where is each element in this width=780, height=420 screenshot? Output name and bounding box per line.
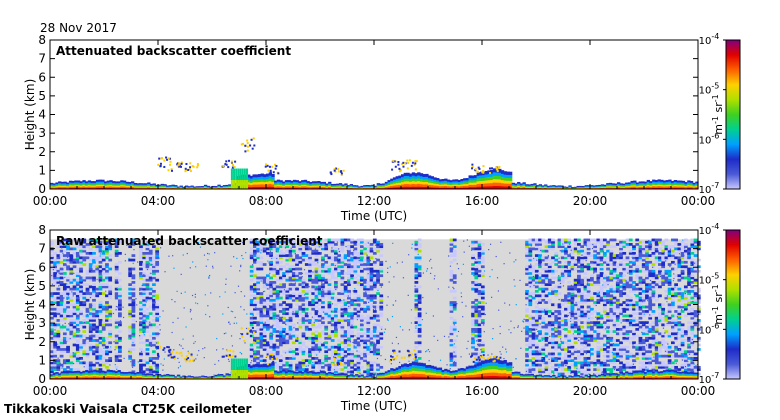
x-tick-label: 20:00 bbox=[573, 194, 608, 208]
panel-2: Raw attenuated backscatter coefficient00… bbox=[23, 222, 741, 413]
x-tick-label: 12:00 bbox=[357, 384, 392, 398]
y-tick-label: 0 bbox=[38, 182, 46, 196]
y-tick-label: 5 bbox=[38, 89, 46, 103]
x-tick-label: 00:00 bbox=[33, 194, 68, 208]
y-tick-label: 4 bbox=[38, 108, 46, 122]
y-tick-label: 3 bbox=[38, 126, 46, 140]
x-tick-label: 16:00 bbox=[465, 384, 500, 398]
x-tick-label: 20:00 bbox=[573, 384, 608, 398]
colorbar-tick-label: 10-4 bbox=[699, 32, 720, 47]
colorbar-tick-label: 10-5 bbox=[699, 82, 720, 97]
y-tick-label: 6 bbox=[38, 70, 46, 84]
x-tick-label: 16:00 bbox=[465, 194, 500, 208]
x-axis-label: Time (UTC) bbox=[340, 399, 407, 413]
x-tick-label: 00:00 bbox=[681, 194, 716, 208]
x-tick-label: 04:00 bbox=[141, 194, 176, 208]
y-tick-label: 6 bbox=[38, 260, 46, 274]
colorbar-tick-label: 10-6 bbox=[699, 131, 720, 146]
backscatter-field bbox=[50, 238, 701, 380]
colorbar-tick-label: 10-5 bbox=[699, 272, 720, 287]
x-tick-label: 00:00 bbox=[681, 384, 716, 398]
y-axis-label: Height (km) bbox=[23, 79, 37, 150]
colorbar-tick-label: 10-6 bbox=[699, 321, 720, 336]
colorbar bbox=[725, 39, 741, 190]
plot-area bbox=[50, 40, 698, 189]
y-tick-label: 5 bbox=[38, 279, 46, 293]
backscatter-field bbox=[50, 137, 699, 190]
colorbar bbox=[725, 229, 741, 380]
x-tick-label: 08:00 bbox=[249, 384, 284, 398]
y-tick-label: 1 bbox=[38, 353, 46, 367]
colorbar-unit-label: m-1 sr-1 bbox=[711, 94, 725, 134]
y-tick-label: 8 bbox=[38, 33, 46, 47]
site-label: Tikkakoski Vaisala CT25K ceilometer bbox=[4, 402, 252, 416]
chart-title: Attenuated backscatter coefficient bbox=[56, 44, 291, 58]
y-tick-label: 4 bbox=[38, 298, 46, 312]
colorbar-tick-label: 10-4 bbox=[699, 222, 720, 237]
y-tick-label: 0 bbox=[38, 372, 46, 386]
x-tick-label: 04:00 bbox=[141, 384, 176, 398]
x-tick-label: 00:00 bbox=[33, 384, 68, 398]
colorbar-tick-label: 10-7 bbox=[699, 371, 720, 386]
y-tick-label: 2 bbox=[38, 145, 46, 159]
y-tick-label: 3 bbox=[38, 316, 46, 330]
x-tick-label: 12:00 bbox=[357, 194, 392, 208]
y-tick-label: 1 bbox=[38, 163, 46, 177]
y-axis-label: Height (km) bbox=[23, 269, 37, 340]
date-label: 28 Nov 2017 bbox=[40, 21, 117, 35]
colorbar-unit-label: m-1 sr-1 bbox=[711, 284, 725, 324]
x-tick-label: 08:00 bbox=[249, 194, 284, 208]
x-axis-label: Time (UTC) bbox=[340, 209, 407, 223]
y-tick-label: 8 bbox=[38, 223, 46, 237]
chart-title: Raw attenuated backscatter coefficient bbox=[56, 234, 323, 248]
colorbar-tick-label: 10-7 bbox=[699, 181, 720, 196]
y-tick-label: 7 bbox=[38, 52, 46, 66]
y-tick-label: 2 bbox=[38, 335, 46, 349]
y-tick-label: 7 bbox=[38, 242, 46, 256]
